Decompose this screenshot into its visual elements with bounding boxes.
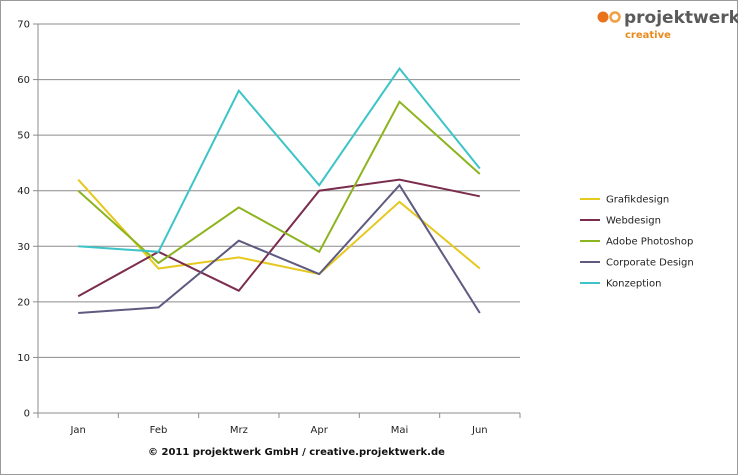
y-tick-label: 0 bbox=[24, 409, 30, 420]
x-tick-label: Mrz bbox=[230, 425, 248, 436]
x-tick-label: Mai bbox=[391, 425, 409, 436]
y-tick-label: 30 bbox=[17, 242, 30, 253]
series-line bbox=[77, 178, 481, 298]
legend-label: Webdesign bbox=[606, 216, 661, 227]
y-tick-label: 40 bbox=[17, 186, 30, 197]
legend-label: Grafikdesign bbox=[606, 195, 669, 206]
y-axis-ticks: 0 10 20 30 40 50 60 70 bbox=[17, 20, 30, 420]
legend-label: Corporate Design bbox=[606, 258, 694, 269]
logo-name: projektwerk bbox=[624, 8, 738, 28]
x-tick-label: Apr bbox=[311, 425, 329, 436]
y-tick-label: 20 bbox=[17, 297, 30, 308]
gridlines bbox=[38, 23, 520, 358]
x-axis-ticks: Jan Feb Mrz Apr Mai Jun bbox=[69, 425, 487, 436]
y-tick-label: 70 bbox=[17, 20, 30, 31]
logo: projektwerk creative bbox=[597, 8, 738, 41]
logo-ring-icon bbox=[609, 11, 621, 23]
legend: Grafikdesign Webdesign Adobe Photoshop Corp… bbox=[580, 195, 694, 290]
legend-label: Adobe Photoshop bbox=[606, 237, 693, 248]
y-tick-label: 60 bbox=[17, 75, 30, 86]
series-line bbox=[78, 66, 481, 253]
y-tick-label: 10 bbox=[17, 353, 30, 364]
series-line bbox=[77, 100, 481, 265]
x-tick-label: Jun bbox=[471, 425, 488, 436]
logo-circle-icon bbox=[597, 11, 609, 23]
series-line bbox=[77, 178, 481, 276]
series-line bbox=[78, 183, 481, 314]
y-tick-label: 50 bbox=[17, 131, 30, 142]
logo-sub: creative bbox=[625, 30, 671, 41]
x-tick-label: Feb bbox=[150, 425, 168, 436]
copyright-text: © 2011 projektwerk GmbH / creative.proje… bbox=[148, 447, 445, 458]
legend-label: Konzeption bbox=[606, 279, 661, 290]
x-tick-label: Jan bbox=[69, 425, 85, 436]
series-lines bbox=[77, 66, 481, 314]
axes bbox=[33, 23, 521, 418]
